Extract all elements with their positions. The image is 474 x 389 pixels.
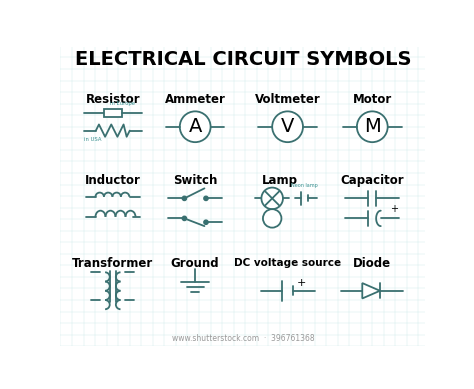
Text: Capacitor: Capacitor xyxy=(340,174,404,187)
Text: Motor: Motor xyxy=(353,93,392,106)
Text: Neon lamp: Neon lamp xyxy=(291,183,318,188)
Text: ELECTRICAL CIRCUIT SYMBOLS: ELECTRICAL CIRCUIT SYMBOLS xyxy=(75,50,411,69)
Text: A: A xyxy=(189,117,202,136)
Text: Lamp: Lamp xyxy=(262,174,298,187)
Text: Resistor: Resistor xyxy=(85,93,140,106)
Text: Diode: Diode xyxy=(353,257,392,270)
Text: DC voltage source: DC voltage source xyxy=(234,258,341,268)
Circle shape xyxy=(357,111,388,142)
Text: M: M xyxy=(364,117,381,136)
Circle shape xyxy=(261,187,283,209)
Text: in Europe: in Europe xyxy=(109,101,135,106)
Polygon shape xyxy=(362,283,380,298)
Text: +: + xyxy=(390,204,398,214)
Circle shape xyxy=(204,196,208,200)
Circle shape xyxy=(180,111,210,142)
Circle shape xyxy=(182,216,186,220)
Text: +: + xyxy=(297,278,306,288)
Text: Transformer: Transformer xyxy=(72,257,154,270)
Text: Ground: Ground xyxy=(171,257,219,270)
Text: www.shutterstock.com  ·  396761368: www.shutterstock.com · 396761368 xyxy=(172,334,314,343)
Text: Voltmeter: Voltmeter xyxy=(255,93,320,106)
Bar xyxy=(103,109,122,117)
Circle shape xyxy=(263,209,282,228)
Text: Inductor: Inductor xyxy=(85,174,141,187)
Text: Switch: Switch xyxy=(173,174,218,187)
Text: Ammeter: Ammeter xyxy=(165,93,226,106)
Circle shape xyxy=(204,220,208,224)
Text: V: V xyxy=(281,117,294,136)
Circle shape xyxy=(182,196,186,200)
Text: in USA: in USA xyxy=(83,137,101,142)
Circle shape xyxy=(272,111,303,142)
